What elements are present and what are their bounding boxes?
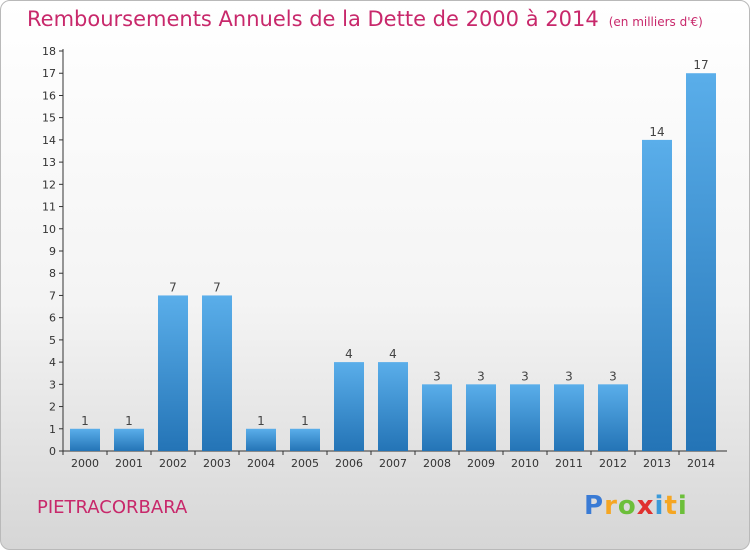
chart-unit-label: (en milliers d'€) bbox=[608, 15, 703, 29]
logo-letter: i bbox=[654, 491, 665, 521]
bar[interactable] bbox=[510, 384, 540, 451]
logo-letter: r bbox=[604, 491, 618, 521]
bar[interactable] bbox=[334, 362, 364, 451]
data-label: 1 bbox=[81, 414, 89, 428]
bar[interactable] bbox=[686, 73, 716, 451]
bars bbox=[70, 73, 716, 451]
logo-letter: x bbox=[636, 491, 655, 521]
bar[interactable] bbox=[246, 428, 276, 451]
y-tick-label: 3 bbox=[49, 378, 56, 391]
data-label: 3 bbox=[477, 369, 485, 383]
y-tick-label: 4 bbox=[49, 356, 56, 369]
bar[interactable] bbox=[114, 428, 144, 451]
x-tick-label: 2005 bbox=[291, 457, 319, 470]
data-label: 1 bbox=[301, 414, 309, 428]
x-axis: 2000 2001 2002 2003 2004 2005 2006 2007 2008 2009… bbox=[62, 450, 727, 470]
y-tick-label: 6 bbox=[49, 312, 56, 325]
y-tick-label: 15 bbox=[42, 112, 56, 125]
chart-title: Remboursements Annuels de la Dette de 20… bbox=[27, 7, 599, 31]
x-tick-label: 2012 bbox=[599, 457, 627, 470]
data-label: 3 bbox=[565, 369, 573, 383]
data-label: 3 bbox=[433, 369, 441, 383]
y-tick-label: 14 bbox=[42, 134, 56, 147]
bar[interactable] bbox=[378, 362, 408, 451]
proxiti-logo[interactable]: Proxiti bbox=[584, 491, 688, 521]
data-label: 4 bbox=[345, 347, 353, 361]
x-tick-label: 2006 bbox=[335, 457, 363, 470]
logo-letter: i bbox=[677, 491, 688, 521]
data-label: 3 bbox=[521, 369, 529, 383]
logo-letter: o bbox=[617, 491, 637, 521]
data-label: 7 bbox=[169, 280, 177, 294]
bar[interactable] bbox=[290, 428, 320, 451]
y-tick-label: 12 bbox=[42, 178, 56, 191]
data-label: 3 bbox=[609, 369, 617, 383]
x-tick-label: 2002 bbox=[159, 457, 187, 470]
y-tick-label: 13 bbox=[42, 156, 56, 169]
bar[interactable] bbox=[642, 139, 672, 451]
y-tick-label: 5 bbox=[49, 334, 56, 347]
logo-letter: t bbox=[664, 491, 678, 521]
logo-letter: P bbox=[584, 491, 605, 521]
y-tick-label: 18 bbox=[42, 45, 56, 58]
x-tick-label: 2007 bbox=[379, 457, 407, 470]
x-tick-label: 2000 bbox=[71, 457, 99, 470]
y-tick-label: 17 bbox=[42, 67, 56, 80]
title-row: Remboursements Annuels de la Dette de 20… bbox=[27, 7, 703, 31]
y-tick-label: 9 bbox=[49, 245, 56, 258]
data-label: 17 bbox=[693, 58, 708, 72]
data-label: 1 bbox=[257, 414, 265, 428]
x-tick-label: 2008 bbox=[423, 457, 451, 470]
y-tick-label: 11 bbox=[42, 201, 56, 214]
x-tick-label: 2011 bbox=[555, 457, 583, 470]
x-tick-label: 2009 bbox=[467, 457, 495, 470]
data-label: 4 bbox=[389, 347, 397, 361]
y-tick-label: 2 bbox=[49, 401, 56, 414]
x-tick-label: 2001 bbox=[115, 457, 143, 470]
bar[interactable] bbox=[70, 428, 100, 451]
x-tick-label: 2014 bbox=[687, 457, 715, 470]
y-tick-label: 16 bbox=[42, 89, 56, 102]
data-label: 7 bbox=[213, 280, 221, 294]
x-tick-label: 2003 bbox=[203, 457, 231, 470]
bar[interactable] bbox=[202, 295, 232, 451]
y-tick-label: 7 bbox=[49, 289, 56, 302]
y-tick-label: 1 bbox=[49, 423, 56, 436]
commune-name: PIETRACORBARA bbox=[37, 497, 188, 518]
x-tick-label: 2013 bbox=[643, 457, 671, 470]
bar[interactable] bbox=[158, 295, 188, 451]
data-label: 1 bbox=[125, 414, 133, 428]
x-tick-label: 2010 bbox=[511, 457, 539, 470]
y-tick-label: 0 bbox=[49, 445, 56, 458]
y-tick-label: 8 bbox=[49, 267, 56, 280]
x-tick-label: 2004 bbox=[247, 457, 275, 470]
bar[interactable] bbox=[422, 384, 452, 451]
bar[interactable] bbox=[598, 384, 628, 451]
bar[interactable] bbox=[554, 384, 584, 451]
y-tick-label: 10 bbox=[42, 223, 56, 236]
data-label: 14 bbox=[649, 125, 664, 139]
bar[interactable] bbox=[466, 384, 496, 451]
